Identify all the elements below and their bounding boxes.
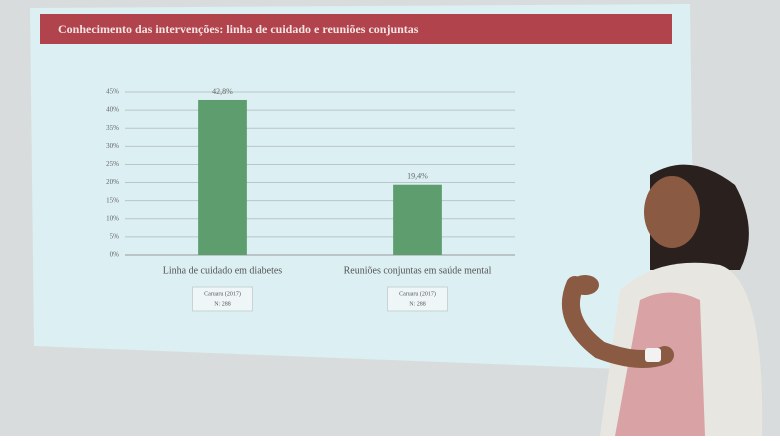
source-note: Caruaru (2017) [204,290,241,297]
y-tick-label: 35% [106,124,119,132]
y-tick-label: 30% [106,142,119,150]
bar [198,100,247,255]
y-tick-label: 25% [106,160,119,168]
y-tick-label: 0% [110,251,120,259]
slide-title: Conhecimento das intervenções: linha de … [58,22,419,36]
y-tick-label: 45% [106,88,119,96]
y-tick-label: 15% [106,196,119,204]
y-tick-label: 10% [106,214,119,222]
projected-slide [30,4,695,372]
source-note: N: 288 [409,301,426,307]
y-tick-label: 5% [110,232,120,240]
x-tick-label: Linha de cuidado em diabetes [163,265,283,276]
y-tick-label: 20% [106,178,119,186]
bar [393,185,442,255]
value-label: 19,4% [407,172,428,181]
photo: Conhecimento das intervenções: linha de … [0,0,780,436]
y-tick-label: 40% [106,106,119,114]
source-note: N: 288 [214,301,231,307]
value-label: 42,8% [212,87,233,96]
source-note: Caruaru (2017) [399,290,436,297]
x-tick-label: Reuniões conjuntas em saúde mental [344,265,492,276]
